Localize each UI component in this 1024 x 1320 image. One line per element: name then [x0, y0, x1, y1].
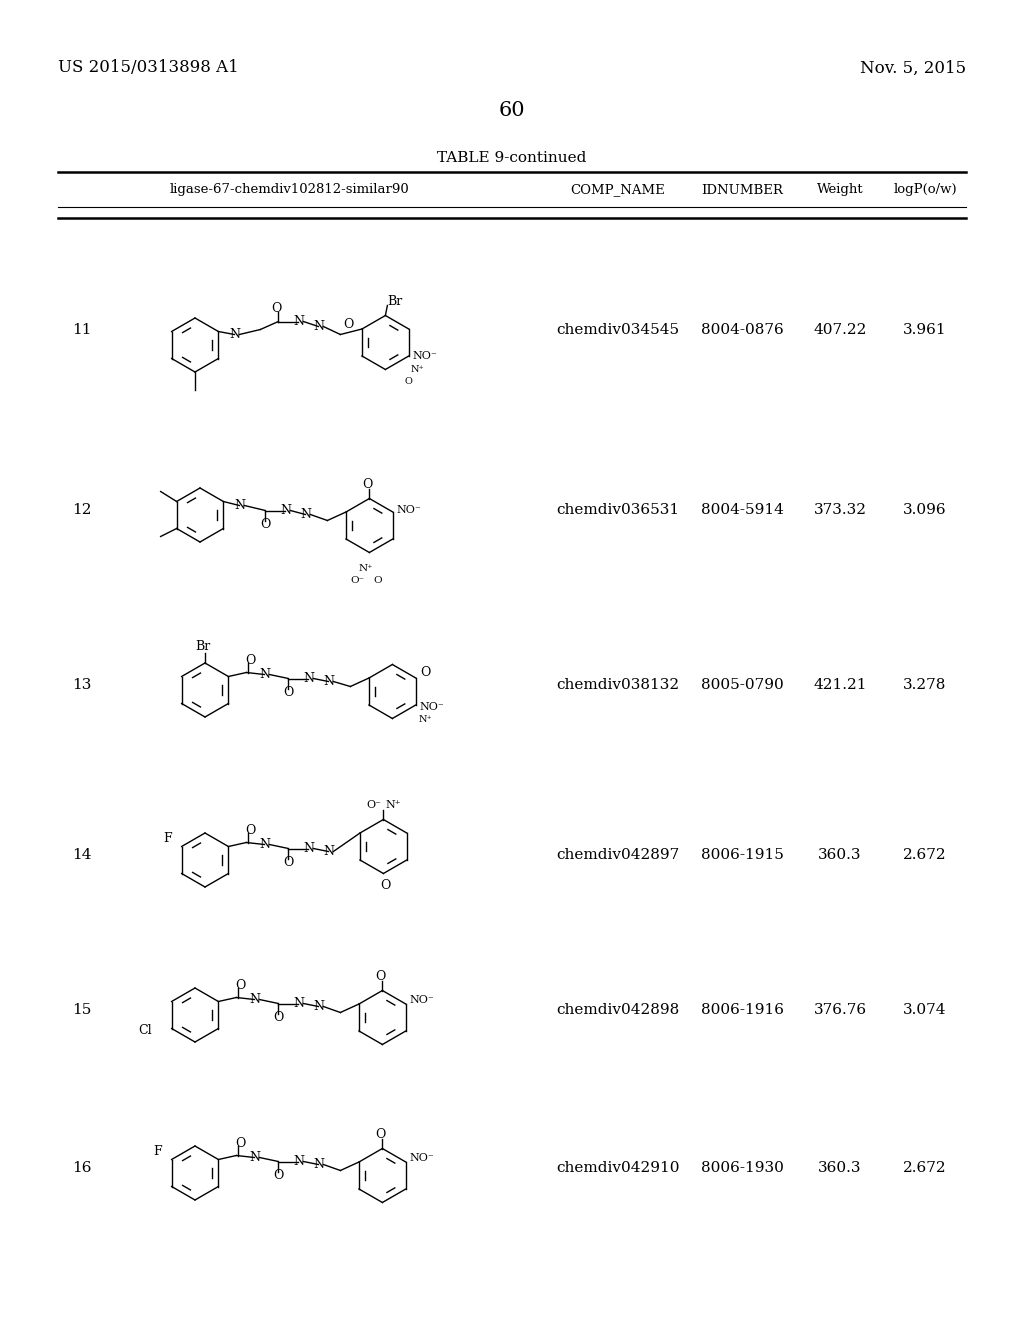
- Text: 13: 13: [72, 678, 91, 692]
- Text: O: O: [271, 302, 282, 315]
- Text: chemdiv042897: chemdiv042897: [556, 847, 680, 862]
- Text: O: O: [343, 318, 353, 331]
- Text: N⁺: N⁺: [385, 800, 400, 810]
- Text: logP(o/w): logP(o/w): [893, 183, 956, 197]
- Text: 8005-0790: 8005-0790: [700, 678, 783, 692]
- Text: NO⁻: NO⁻: [413, 351, 437, 360]
- Text: TABLE 9-continued: TABLE 9-continued: [437, 150, 587, 165]
- Text: O: O: [362, 478, 373, 491]
- Text: 15: 15: [72, 1003, 91, 1016]
- Text: chemdiv038132: chemdiv038132: [556, 678, 680, 692]
- Text: 421.21: 421.21: [813, 678, 866, 692]
- Text: Cl: Cl: [138, 1024, 152, 1038]
- Text: 16: 16: [72, 1162, 91, 1175]
- Text: IDNUMBER: IDNUMBER: [701, 183, 783, 197]
- Text: F: F: [154, 1144, 162, 1158]
- Text: N: N: [233, 499, 245, 512]
- Text: NO⁻: NO⁻: [420, 702, 444, 711]
- Text: O: O: [245, 824, 256, 837]
- Text: 8006-1930: 8006-1930: [700, 1162, 783, 1175]
- Text: O: O: [375, 970, 386, 983]
- Text: O: O: [404, 378, 413, 387]
- Text: O: O: [236, 979, 246, 993]
- Text: N: N: [259, 668, 270, 681]
- Text: N: N: [313, 319, 324, 333]
- Text: COMP_NAME: COMP_NAME: [570, 183, 666, 197]
- Text: 3.961: 3.961: [903, 323, 947, 337]
- Text: O: O: [260, 517, 270, 531]
- Text: chemdiv036531: chemdiv036531: [556, 503, 680, 517]
- Text: NO⁻: NO⁻: [410, 1152, 434, 1163]
- Text: N⁺: N⁺: [419, 714, 432, 723]
- Text: 14: 14: [72, 847, 91, 862]
- Text: N: N: [259, 838, 270, 851]
- Text: N: N: [300, 508, 311, 521]
- Text: 2.672: 2.672: [903, 847, 947, 862]
- Text: chemdiv042898: chemdiv042898: [556, 1003, 680, 1016]
- Text: chemdiv042910: chemdiv042910: [556, 1162, 680, 1175]
- Text: O: O: [236, 1137, 246, 1150]
- Text: O: O: [245, 653, 256, 667]
- Text: 3.074: 3.074: [903, 1003, 947, 1016]
- Text: N: N: [249, 993, 260, 1006]
- Text: N: N: [280, 504, 291, 517]
- Text: O: O: [420, 665, 430, 678]
- Text: NO⁻: NO⁻: [410, 995, 434, 1005]
- Text: 11: 11: [72, 323, 91, 337]
- Text: N: N: [303, 842, 314, 855]
- Text: 8004-5914: 8004-5914: [700, 503, 783, 517]
- Text: 8004-0876: 8004-0876: [700, 323, 783, 337]
- Text: N: N: [323, 675, 334, 688]
- Text: N⁺: N⁺: [411, 366, 425, 375]
- Text: O⁻: O⁻: [350, 576, 365, 585]
- Text: N: N: [229, 327, 240, 341]
- Text: O: O: [373, 576, 382, 585]
- Text: N: N: [313, 1001, 324, 1012]
- Text: 360.3: 360.3: [818, 1162, 862, 1175]
- Text: O: O: [375, 1129, 386, 1140]
- Text: chemdiv034545: chemdiv034545: [556, 323, 680, 337]
- Text: N⁺: N⁺: [358, 564, 373, 573]
- Text: N: N: [303, 672, 314, 685]
- Text: O: O: [273, 1011, 284, 1024]
- Text: N: N: [293, 315, 304, 327]
- Text: F: F: [163, 832, 172, 845]
- Text: 60: 60: [499, 100, 525, 120]
- Text: NO⁻: NO⁻: [396, 506, 422, 515]
- Text: 2.672: 2.672: [903, 1162, 947, 1175]
- Text: 3.096: 3.096: [903, 503, 947, 517]
- Text: N: N: [249, 1151, 260, 1164]
- Text: Nov. 5, 2015: Nov. 5, 2015: [860, 59, 966, 77]
- Text: ligase-67-chemdiv102812-similar90: ligase-67-chemdiv102812-similar90: [170, 183, 410, 197]
- Text: O⁻: O⁻: [366, 800, 381, 810]
- Text: 407.22: 407.22: [813, 323, 866, 337]
- Text: 12: 12: [72, 503, 91, 517]
- Text: N: N: [313, 1158, 324, 1171]
- Text: 373.32: 373.32: [813, 503, 866, 517]
- Text: US 2015/0313898 A1: US 2015/0313898 A1: [58, 59, 239, 77]
- Text: O: O: [380, 879, 390, 892]
- Text: N: N: [323, 845, 334, 858]
- Text: Br: Br: [387, 294, 402, 308]
- Text: 8006-1915: 8006-1915: [700, 847, 783, 862]
- Text: N: N: [293, 997, 304, 1010]
- Text: O: O: [284, 686, 294, 700]
- Text: Br: Br: [196, 640, 211, 653]
- Text: O: O: [273, 1170, 284, 1181]
- Text: 360.3: 360.3: [818, 847, 862, 862]
- Text: Weight: Weight: [817, 183, 863, 197]
- Text: N: N: [293, 1155, 304, 1168]
- Text: 376.76: 376.76: [813, 1003, 866, 1016]
- Text: O: O: [284, 855, 294, 869]
- Text: 3.278: 3.278: [903, 678, 946, 692]
- Text: 8006-1916: 8006-1916: [700, 1003, 783, 1016]
